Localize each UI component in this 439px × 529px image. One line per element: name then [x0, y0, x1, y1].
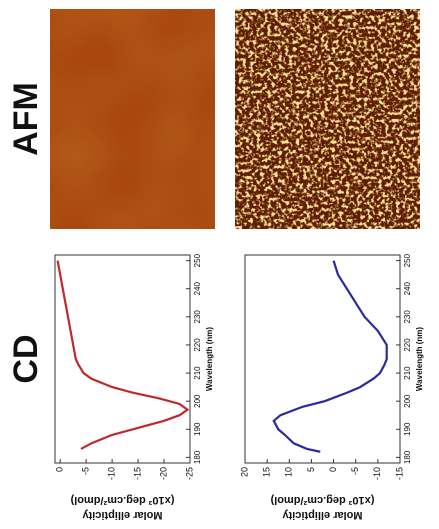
- y-tick-label: -15: [132, 467, 142, 480]
- panel-header: CD: [7, 334, 45, 383]
- data-line: [56, 260, 190, 450]
- y-tick-label: 0: [328, 467, 338, 472]
- y-tick-label: -15: [394, 467, 404, 480]
- y-tick-label: -20: [158, 467, 168, 480]
- x-tick-label: 210: [403, 366, 412, 380]
- y-tick-label: 10: [284, 467, 294, 477]
- y-axis-label: Molar ellipticity: [82, 509, 163, 521]
- x-tick-label: 210: [193, 366, 202, 380]
- x-axis-label: Wavelength (nm): [415, 327, 424, 391]
- x-tick-label: 250: [403, 253, 412, 267]
- x-tick-label: 250: [193, 253, 202, 267]
- y-tick-label: -10: [106, 467, 116, 480]
- plot-frame: [54, 254, 191, 464]
- x-tick-label: 230: [403, 310, 412, 324]
- y-axis-label: (x10³ deg.cm²/dmol): [70, 494, 174, 506]
- x-tick-label: 190: [193, 422, 202, 436]
- y-tick-label: 5: [306, 467, 316, 472]
- afm-texture: [50, 9, 215, 229]
- afm-texture: [235, 9, 420, 229]
- x-tick-label: 180: [193, 450, 202, 464]
- x-tick-label: 230: [193, 310, 202, 324]
- x-tick-label: 220: [403, 338, 412, 352]
- y-axis-label: (x10³ deg.cm²/dmol): [270, 494, 374, 506]
- plot-frame: [244, 254, 401, 464]
- y-tick-label: -5: [81, 467, 91, 475]
- x-tick-label: 240: [403, 282, 412, 296]
- x-axis-label: Wavelength (nm): [205, 327, 214, 391]
- x-tick-label: 200: [193, 394, 202, 408]
- y-tick-label: 15: [262, 467, 272, 477]
- x-tick-label: 220: [193, 338, 202, 352]
- y-tick-label: 0: [55, 467, 65, 472]
- data-line: [272, 260, 388, 453]
- y-axis-label: Molar ellipticity: [282, 509, 363, 521]
- x-tick-label: 190: [403, 422, 412, 436]
- y-tick-label: -25: [184, 467, 194, 480]
- x-tick-label: 180: [403, 450, 412, 464]
- y-tick-label: -10: [372, 467, 382, 480]
- x-tick-label: 240: [193, 282, 202, 296]
- y-tick-label: 20: [239, 467, 249, 477]
- x-tick-label: 200: [403, 394, 412, 408]
- y-tick-label: -5: [350, 467, 360, 475]
- panel-header: AFM: [7, 82, 45, 156]
